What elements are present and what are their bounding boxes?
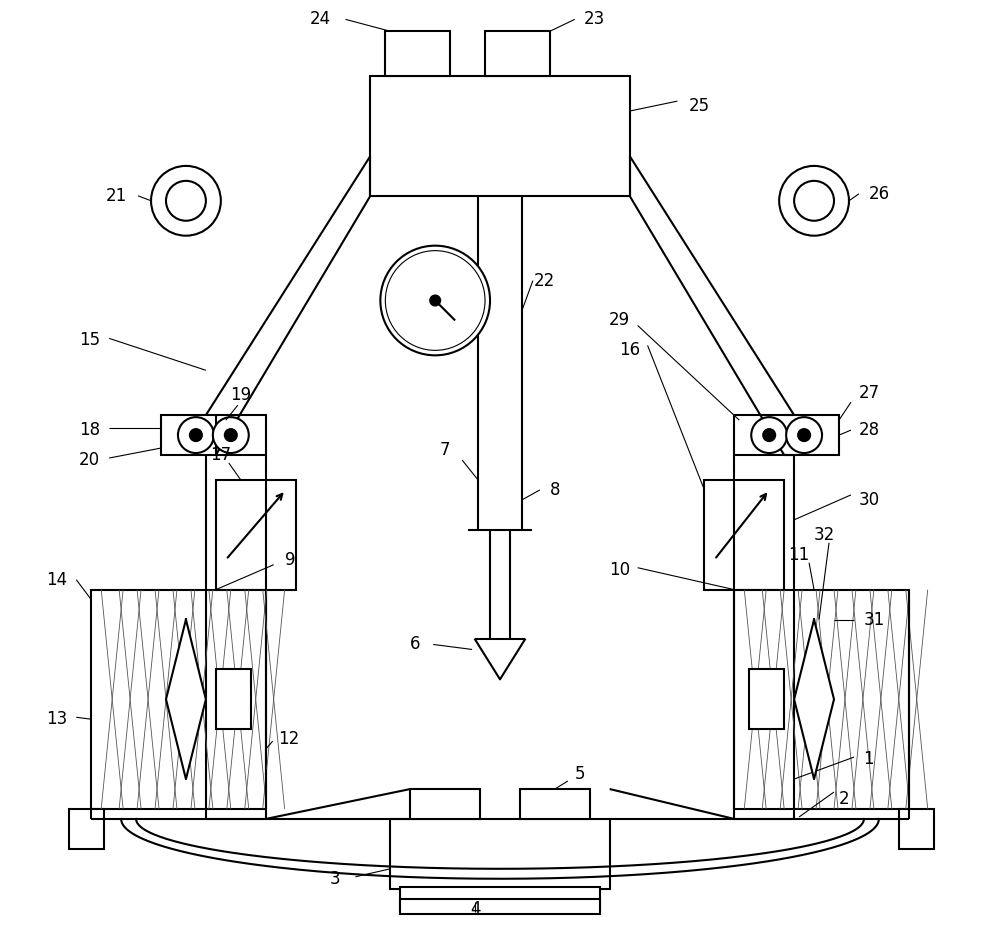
Text: 7: 7 bbox=[440, 441, 450, 459]
Bar bbox=[216, 669, 251, 730]
Bar bbox=[161, 415, 266, 455]
Text: 31: 31 bbox=[863, 610, 885, 629]
Text: 8: 8 bbox=[550, 480, 560, 499]
Text: 30: 30 bbox=[858, 491, 879, 508]
Text: 24: 24 bbox=[310, 10, 331, 28]
Text: 3: 3 bbox=[330, 870, 341, 888]
Text: 5: 5 bbox=[575, 765, 585, 783]
Circle shape bbox=[225, 429, 237, 441]
Text: 29: 29 bbox=[609, 312, 630, 329]
Text: 25: 25 bbox=[689, 97, 710, 115]
Text: 18: 18 bbox=[79, 421, 100, 439]
Bar bbox=[370, 77, 630, 196]
Text: 2: 2 bbox=[839, 790, 849, 808]
Text: 9: 9 bbox=[285, 550, 296, 569]
Polygon shape bbox=[166, 620, 206, 779]
Text: 23: 23 bbox=[584, 10, 605, 28]
Circle shape bbox=[166, 181, 206, 221]
Text: 26: 26 bbox=[868, 185, 889, 202]
Text: 14: 14 bbox=[46, 571, 67, 589]
Circle shape bbox=[779, 166, 849, 236]
Text: 19: 19 bbox=[230, 386, 251, 404]
Text: 28: 28 bbox=[858, 421, 879, 439]
Text: 21: 21 bbox=[106, 187, 127, 205]
Circle shape bbox=[763, 429, 775, 441]
Text: 11: 11 bbox=[788, 546, 810, 564]
Bar bbox=[520, 789, 590, 819]
Text: 32: 32 bbox=[813, 526, 835, 544]
Circle shape bbox=[385, 251, 485, 351]
Circle shape bbox=[751, 417, 787, 453]
Circle shape bbox=[178, 417, 214, 453]
Text: 13: 13 bbox=[46, 710, 67, 729]
Circle shape bbox=[190, 429, 202, 441]
Bar bbox=[390, 819, 610, 889]
Text: 20: 20 bbox=[79, 451, 100, 469]
Circle shape bbox=[213, 417, 249, 453]
Bar bbox=[410, 789, 480, 819]
Bar bbox=[385, 32, 450, 77]
Text: 16: 16 bbox=[619, 341, 640, 359]
Bar bbox=[704, 480, 784, 590]
Text: 6: 6 bbox=[410, 635, 421, 653]
Text: 1: 1 bbox=[864, 750, 874, 768]
Circle shape bbox=[380, 245, 490, 355]
Bar bbox=[749, 669, 784, 730]
Text: 4: 4 bbox=[470, 899, 480, 918]
Bar bbox=[400, 886, 600, 912]
Circle shape bbox=[786, 417, 822, 453]
Text: 15: 15 bbox=[79, 331, 100, 349]
Bar bbox=[899, 809, 934, 849]
Circle shape bbox=[798, 429, 810, 441]
Bar bbox=[734, 415, 839, 455]
Bar bbox=[485, 32, 550, 77]
Bar bbox=[91, 590, 266, 809]
Polygon shape bbox=[794, 620, 834, 779]
Bar bbox=[69, 809, 104, 849]
Circle shape bbox=[794, 181, 834, 221]
Text: 10: 10 bbox=[609, 561, 630, 578]
Bar bbox=[734, 590, 909, 809]
Circle shape bbox=[151, 166, 221, 236]
Text: 27: 27 bbox=[858, 384, 879, 402]
Bar bbox=[216, 480, 296, 590]
Text: 17: 17 bbox=[210, 446, 231, 464]
Circle shape bbox=[430, 296, 440, 305]
Text: 12: 12 bbox=[278, 731, 299, 748]
Text: 22: 22 bbox=[534, 272, 555, 289]
Bar bbox=[400, 898, 600, 913]
